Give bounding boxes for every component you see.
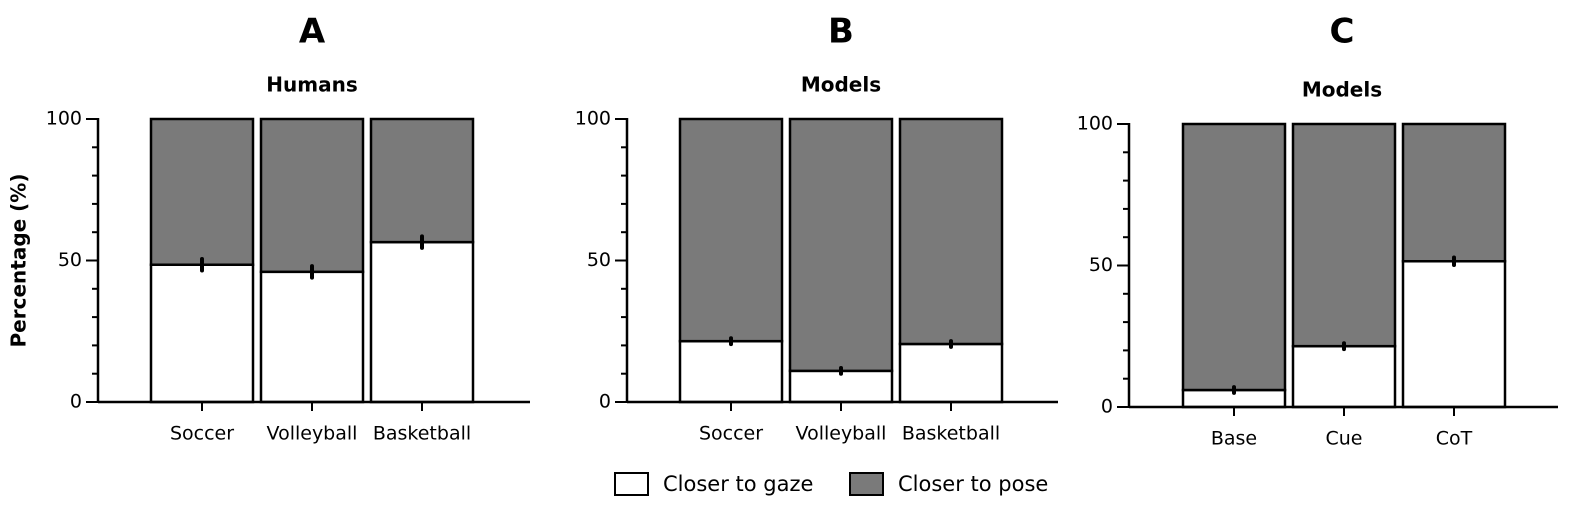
x-tick-label: Volleyball <box>796 423 887 445</box>
panel-letter: B <box>828 12 854 52</box>
bar-segment <box>898 117 1004 346</box>
y-axis-label: Percentage (%) <box>7 174 31 348</box>
y-tick-label: 0 <box>70 391 82 413</box>
x-tick-label: Soccer <box>170 423 234 445</box>
bar-segment <box>369 117 475 244</box>
panel-title: Models <box>1302 78 1382 102</box>
bar-segment <box>1291 344 1397 409</box>
bar-segment <box>369 240 475 404</box>
y-tick-label: 0 <box>1101 396 1113 418</box>
legend-swatch <box>614 472 649 496</box>
y-tick-label: 50 <box>58 249 82 271</box>
x-tick-label: Volleyball <box>267 423 358 445</box>
y-tick-label: 100 <box>575 108 611 130</box>
y-tick-label: 50 <box>1089 254 1113 276</box>
legend-swatch <box>849 472 884 496</box>
y-tick-label: 100 <box>1077 113 1113 135</box>
bar-segment <box>788 117 894 373</box>
x-tick-label: Base <box>1211 428 1257 450</box>
panel-title: Models <box>801 73 881 97</box>
y-tick-label: 0 <box>599 391 611 413</box>
x-tick-label: Soccer <box>699 423 763 445</box>
y-tick-label: 100 <box>46 108 82 130</box>
bar-segment <box>1291 122 1397 348</box>
panel-letter: A <box>299 12 326 52</box>
bar-segment <box>259 117 365 274</box>
x-tick-label: Cue <box>1326 428 1363 450</box>
panel-title: Humans <box>266 73 357 97</box>
bar-segment <box>149 117 255 266</box>
bar-segment <box>678 339 784 404</box>
x-tick-label: Basketball <box>373 423 471 445</box>
y-tick-label: 50 <box>587 249 611 271</box>
bar-segment <box>1181 122 1287 392</box>
x-tick-label: Basketball <box>902 423 1000 445</box>
bar-segment <box>1401 260 1507 409</box>
bar-segment <box>898 342 1004 404</box>
bar-segment <box>678 117 784 343</box>
bar-segment <box>149 263 255 404</box>
bar-segment <box>1401 122 1507 263</box>
x-tick-label: CoT <box>1436 428 1473 450</box>
panel-letter: C <box>1330 12 1355 52</box>
legend-label: Closer to pose <box>898 472 1048 496</box>
bar-segment <box>259 270 365 404</box>
legend-label: Closer to gaze <box>663 472 813 496</box>
